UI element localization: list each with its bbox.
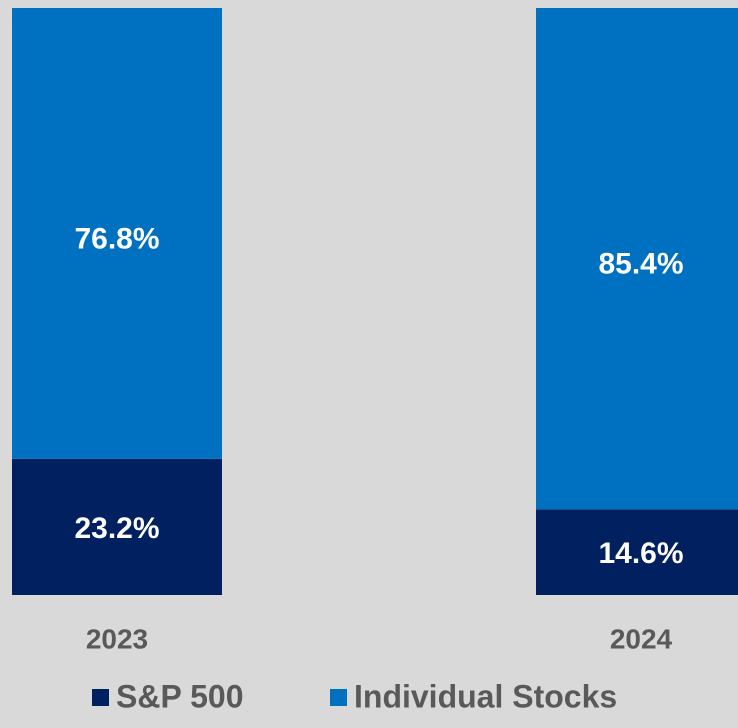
bar-segment — [12, 458, 222, 595]
legend-swatch — [330, 689, 347, 706]
data-label: 85.4% — [598, 248, 683, 281]
bar-segment — [536, 8, 738, 510]
data-label: 23.2% — [74, 512, 159, 545]
x-tick-label: 2024 — [610, 623, 673, 654]
bar-segment — [12, 8, 222, 459]
legend-label: Individual Stocks — [354, 678, 617, 714]
data-label: 14.6% — [598, 537, 683, 570]
legend-swatch — [92, 689, 109, 706]
data-label: 76.8% — [74, 222, 159, 255]
x-tick-label: 2023 — [86, 623, 148, 654]
bar-segment — [536, 509, 738, 595]
legend-label: S&P 500 — [116, 678, 244, 714]
